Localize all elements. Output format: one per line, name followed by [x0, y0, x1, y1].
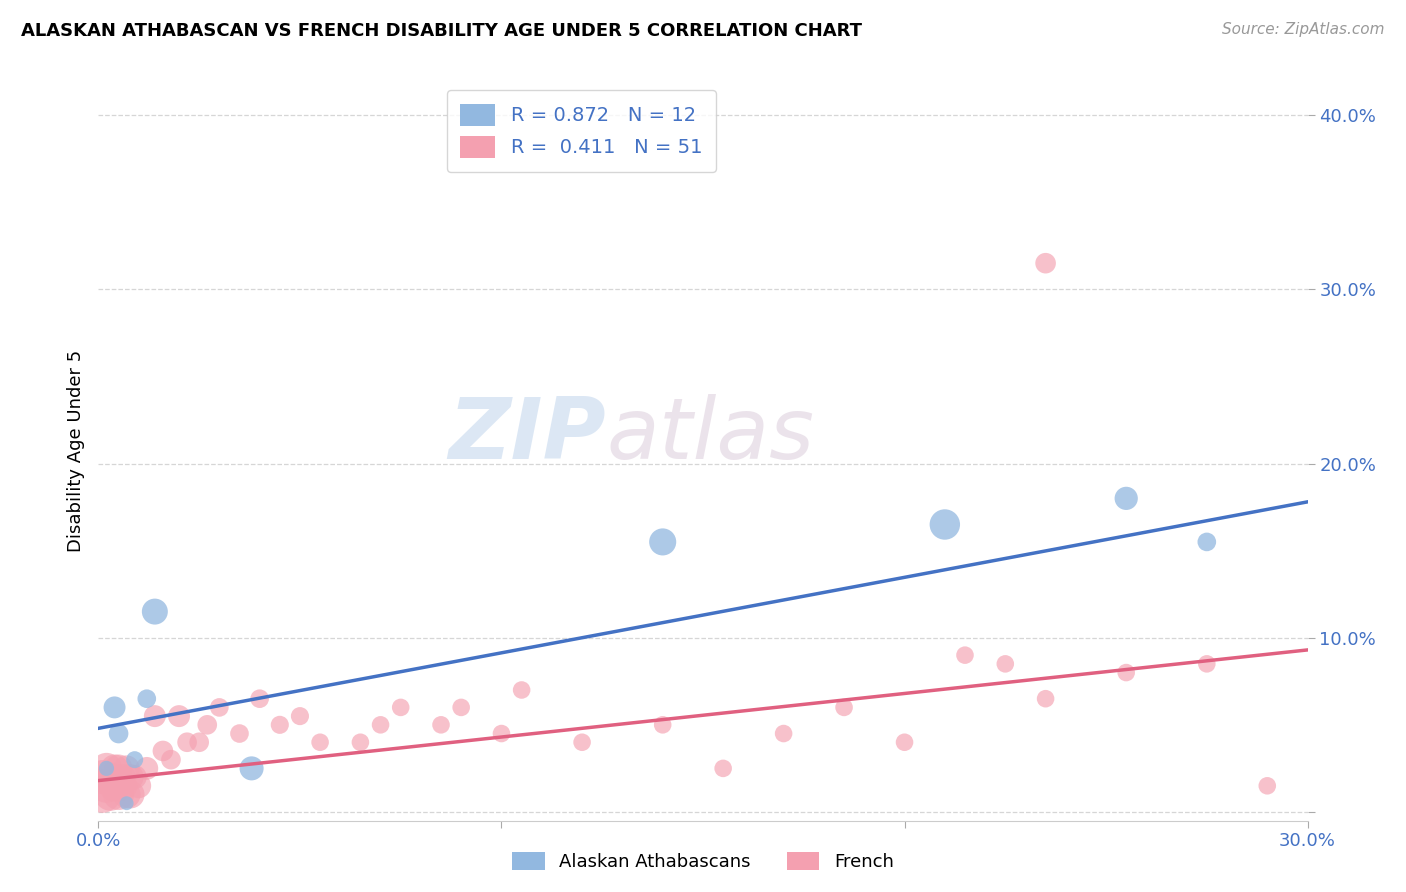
Point — [135, 761, 157, 775]
Point — [309, 735, 332, 749]
Point — [107, 761, 129, 775]
Text: Source: ZipAtlas.com: Source: ZipAtlas.com — [1222, 22, 1385, 37]
Point — [167, 709, 190, 723]
Point — [430, 718, 453, 732]
Point — [772, 726, 794, 740]
Point — [152, 744, 174, 758]
Point — [115, 788, 138, 802]
Point — [349, 735, 371, 749]
Point — [135, 691, 157, 706]
Point — [208, 700, 231, 714]
Point — [124, 753, 146, 767]
Point — [128, 779, 150, 793]
Text: ZIP: ZIP — [449, 394, 606, 477]
Point — [188, 735, 211, 749]
Point — [91, 788, 114, 802]
Point — [115, 761, 138, 775]
Point — [1195, 535, 1218, 549]
Text: ALASKAN ATHABASCAN VS FRENCH DISABILITY AGE UNDER 5 CORRELATION CHART: ALASKAN ATHABASCAN VS FRENCH DISABILITY … — [21, 22, 862, 40]
Point — [1256, 779, 1278, 793]
Point — [195, 718, 218, 732]
Point — [288, 709, 311, 723]
Point — [120, 788, 142, 802]
Point — [1195, 657, 1218, 671]
Point — [96, 779, 118, 793]
Point — [103, 761, 125, 775]
Point — [91, 770, 114, 784]
Point — [103, 700, 125, 714]
Legend: Alaskan Athabascans, French: Alaskan Athabascans, French — [505, 845, 901, 879]
Point — [100, 788, 122, 802]
Point — [124, 770, 146, 784]
Legend: R = 0.872   N = 12, R =  0.411   N = 51: R = 0.872 N = 12, R = 0.411 N = 51 — [447, 90, 716, 172]
Point — [450, 700, 472, 714]
Point — [370, 718, 392, 732]
Point — [893, 735, 915, 749]
Point — [103, 779, 125, 793]
Point — [1115, 665, 1137, 680]
Point — [832, 700, 855, 714]
Point — [1035, 256, 1057, 270]
Text: atlas: atlas — [606, 394, 814, 477]
Point — [115, 796, 138, 810]
Point — [994, 657, 1017, 671]
Point — [160, 753, 183, 767]
Point — [1035, 691, 1057, 706]
Point — [96, 761, 118, 775]
Point — [143, 605, 166, 619]
Point — [107, 726, 129, 740]
Y-axis label: Disability Age Under 5: Disability Age Under 5 — [66, 350, 84, 551]
Point — [111, 770, 134, 784]
Point — [571, 735, 593, 749]
Point — [1115, 491, 1137, 506]
Point — [269, 718, 291, 732]
Point — [510, 683, 533, 698]
Point — [651, 718, 673, 732]
Point — [228, 726, 250, 740]
Point — [249, 691, 271, 706]
Point — [120, 770, 142, 784]
Point — [96, 761, 118, 775]
Point — [651, 535, 673, 549]
Point — [107, 788, 129, 802]
Point — [176, 735, 198, 749]
Point — [111, 779, 134, 793]
Point — [389, 700, 412, 714]
Point — [934, 517, 956, 532]
Point — [953, 648, 976, 662]
Point — [711, 761, 734, 775]
Point — [143, 709, 166, 723]
Point — [100, 770, 122, 784]
Point — [240, 761, 263, 775]
Point — [491, 726, 513, 740]
